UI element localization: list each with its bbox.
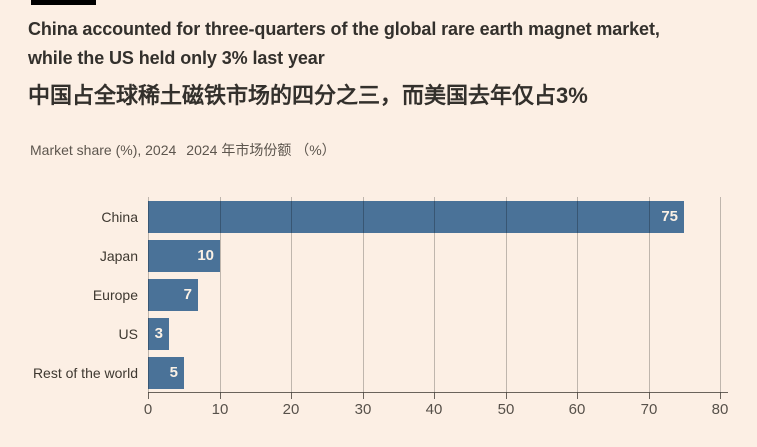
x-axis-tick-label: 70 xyxy=(640,401,658,418)
gridline xyxy=(649,197,650,393)
bar-value-label: 5 xyxy=(169,364,178,381)
gridline xyxy=(220,197,221,393)
gridline xyxy=(720,197,721,393)
bar-europe: 7 xyxy=(148,279,198,311)
x-axis-tick-label: 60 xyxy=(568,401,586,418)
gridline xyxy=(363,197,364,393)
chart-title-zh: 中国占全球稀土磁铁市场的四分之三，而美国去年仅占3% xyxy=(28,83,588,108)
chart-title-en: China accounted for three-quarters of th… xyxy=(28,15,743,73)
category-label: Rest of the world xyxy=(32,365,138,381)
x-axis-tick xyxy=(148,393,149,399)
bar-us: 3 xyxy=(148,318,169,350)
x-axis-line xyxy=(148,392,728,393)
x-axis-tick xyxy=(577,393,578,399)
chart-title-en-line2: while the US held only 3% last year xyxy=(28,48,325,68)
gridline xyxy=(577,197,578,393)
bar-japan: 10 xyxy=(148,240,220,272)
x-axis-tick xyxy=(720,393,721,399)
x-axis-tick xyxy=(649,393,650,399)
category-label: Europe xyxy=(92,287,138,303)
category-label: Japan xyxy=(99,248,138,264)
chart-subtitle-en: Market share (%), 2024 xyxy=(30,142,177,158)
x-axis-tick-label: 40 xyxy=(425,401,443,418)
gridline xyxy=(291,197,292,393)
bar-value-label: 7 xyxy=(183,286,192,303)
x-axis-tick xyxy=(220,393,221,399)
kicker-bar xyxy=(31,0,96,5)
bar-rest-of-the-world: 5 xyxy=(148,357,184,389)
x-axis-tick-label: 30 xyxy=(354,401,372,418)
bar-value-label: 10 xyxy=(197,247,214,264)
x-axis-tick xyxy=(434,393,435,399)
x-axis-tick xyxy=(291,393,292,399)
bar-china: 75 xyxy=(148,201,684,233)
x-axis-tick-label: 80 xyxy=(711,401,729,418)
x-axis-tick-label: 0 xyxy=(143,401,153,418)
gridline xyxy=(148,197,149,393)
chart-subtitle: Market share (%), 2024 2024 年市场份额 （%） xyxy=(30,140,336,160)
x-axis-tick xyxy=(363,393,364,399)
chart-subtitle-zh: 2024 年市场份额 （%） xyxy=(186,142,336,158)
gridline xyxy=(434,197,435,393)
category-label: US xyxy=(118,326,138,342)
x-axis-tick-label: 50 xyxy=(497,401,515,418)
bar-value-label: 3 xyxy=(154,325,163,342)
gridline xyxy=(506,197,507,393)
x-axis-tick-label: 10 xyxy=(211,401,229,418)
category-label: China xyxy=(101,209,138,225)
bar-value-label: 75 xyxy=(661,208,678,225)
x-axis-tick-label: 20 xyxy=(282,401,300,418)
x-axis-tick xyxy=(506,393,507,399)
plot-area: 75 10 7 3 5 xyxy=(148,197,721,393)
chart-title-en-line1: China accounted for three-quarters of th… xyxy=(28,19,660,39)
category-labels: China Japan Europe US Rest of the world xyxy=(0,197,138,393)
